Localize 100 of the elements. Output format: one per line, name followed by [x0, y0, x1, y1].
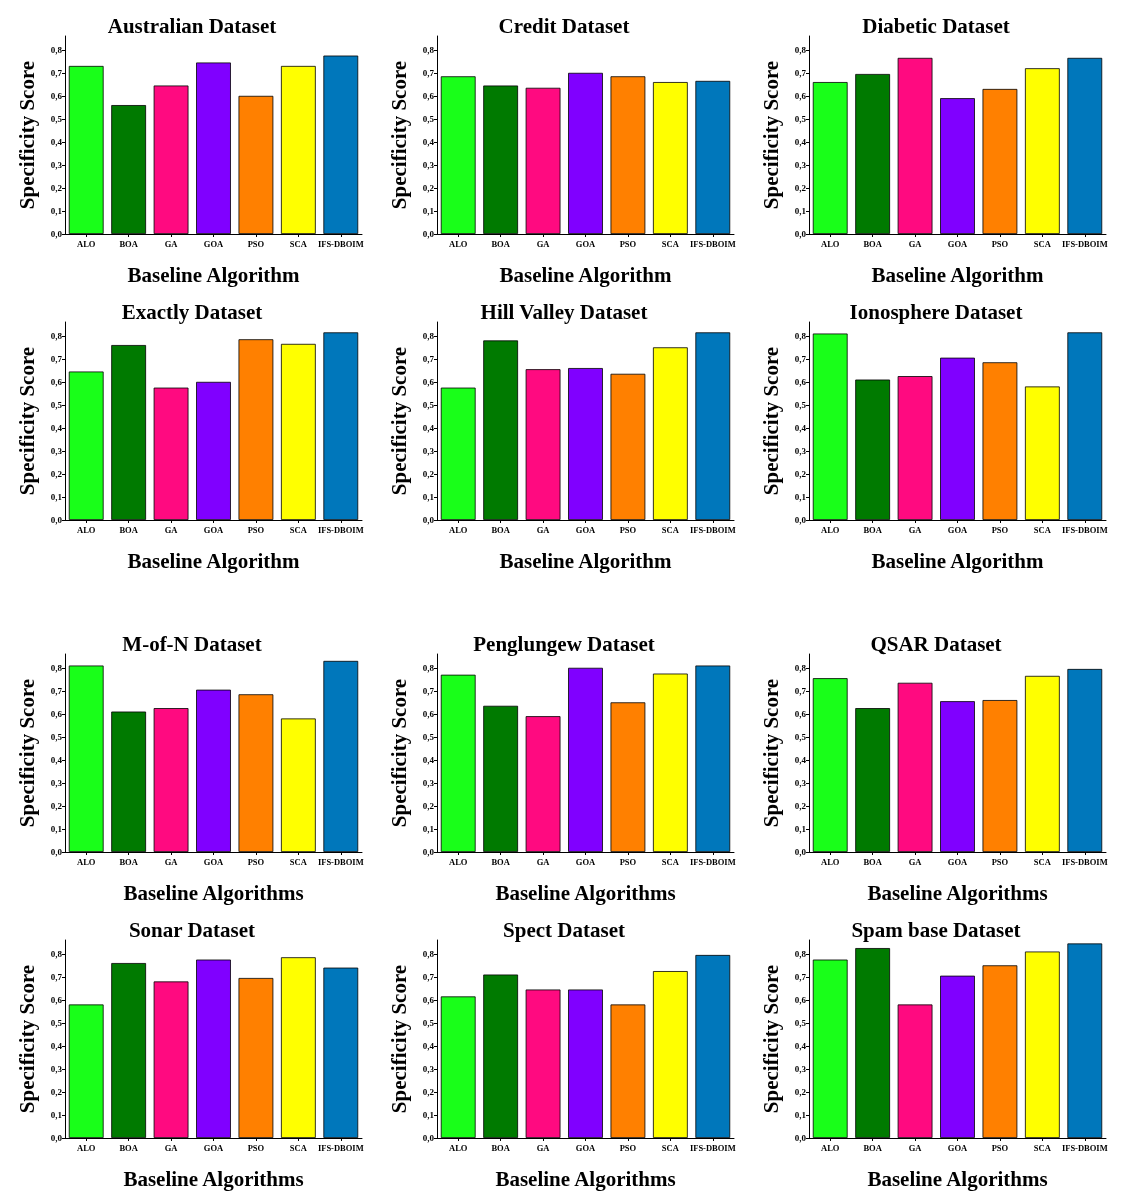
y-tick-label: 0,8: [794, 44, 807, 55]
y-tick-label: 0,5: [794, 1017, 807, 1028]
y-tick-label: 0,3: [422, 777, 435, 788]
y-tick-label: 0,7: [50, 971, 63, 982]
x-tick-label: GA: [908, 238, 923, 249]
x-tick-label: PSO: [619, 238, 637, 249]
y-tick-label: 0,6: [422, 90, 435, 101]
y-tick-label: 0,2: [422, 468, 435, 479]
y-tick-label: 0,5: [794, 731, 807, 742]
x-tick-label: GA: [536, 524, 551, 535]
y-tick-label: 0,2: [794, 1086, 807, 1097]
y-tick-label: 0,3: [794, 445, 807, 456]
y-tick-label: 0,5: [50, 113, 63, 124]
x-tick-label: PSO: [619, 1142, 637, 1153]
x-tick-label: GOA: [203, 856, 225, 867]
y-tick-label: 0,4: [422, 136, 435, 147]
y-tick-label: 0,7: [794, 67, 807, 78]
y-axis-title: Specificity Score: [14, 964, 39, 1114]
y-tick-label: 0,0: [422, 229, 435, 239]
y-tick-label: 0,6: [50, 376, 63, 387]
x-tick-label: IFS-DBOIM: [317, 856, 364, 867]
y-tick-label: 0,4: [422, 754, 435, 765]
x-axis-title: Baseline Algorithms: [867, 880, 1048, 905]
x-tick-label: GA: [164, 524, 179, 535]
y-tick-label: 0,0: [794, 1133, 807, 1143]
y-tick-label: 0,5: [50, 1017, 63, 1028]
x-axis-title: Baseline Algorithms: [123, 1166, 304, 1191]
y-tick-label: 0,5: [794, 113, 807, 124]
y-tick-label: 0,3: [422, 445, 435, 456]
y-tick-label: 0,4: [794, 1040, 807, 1051]
y-tick-label: 0,1: [794, 491, 807, 502]
x-tick-label: BOA: [119, 524, 139, 535]
x-tick-label: PSO: [247, 856, 265, 867]
y-tick-label: 0,4: [50, 1040, 63, 1051]
x-tick-label: PSO: [991, 1142, 1009, 1153]
x-axis-title: Baseline Algorithm: [871, 262, 1045, 287]
y-tick-label: 0,6: [794, 376, 807, 387]
y-tick-label: 0,6: [422, 376, 435, 387]
x-tick-label: IFS-DBOIM: [689, 856, 736, 867]
y-tick-label: 0,0: [50, 515, 63, 525]
y-tick-label: 0,2: [794, 800, 807, 811]
y-tick-label: 0,6: [422, 708, 435, 719]
y-tick-label: 0,8: [50, 662, 63, 673]
y-tick-label: 0,3: [50, 445, 63, 456]
x-tick-label: ALO: [449, 524, 468, 535]
y-tick-label: 0,6: [794, 708, 807, 719]
x-tick-label: PSO: [991, 856, 1009, 867]
y-axis-title: Specificity Score: [758, 964, 783, 1114]
x-axis-title: Baseline Algorithms: [867, 1166, 1048, 1191]
y-tick-label: 0,8: [50, 948, 63, 959]
x-tick-label: PSO: [247, 524, 265, 535]
y-tick-label: 0,4: [50, 422, 63, 433]
x-axis-title: Baseline Algorithm: [499, 548, 673, 573]
y-tick-label: 0,2: [50, 800, 63, 811]
x-tick-label: SCA: [1033, 238, 1052, 249]
x-tick-label: GA: [536, 856, 551, 867]
y-tick-label: 0,0: [50, 229, 63, 239]
y-tick-label: 0,7: [50, 685, 63, 696]
y-tick-label: 0,6: [794, 90, 807, 101]
y-axis-title: Specificity Score: [386, 678, 411, 828]
x-tick-label: ALO: [77, 238, 96, 249]
x-tick-label: SCA: [289, 1142, 308, 1153]
x-tick-label: GA: [908, 524, 923, 535]
y-tick-label: 0,4: [794, 136, 807, 147]
x-tick-label: GOA: [575, 524, 597, 535]
chart-title: Australian Dataset: [107, 13, 277, 38]
y-tick-label: 0,6: [50, 994, 63, 1005]
x-tick-label: GA: [164, 856, 179, 867]
x-tick-label: BOA: [119, 238, 139, 249]
x-axis-title: Baseline Algorithm: [871, 548, 1045, 573]
y-tick-label: 0,1: [422, 1109, 435, 1120]
chart-title: Ionosphere Dataset: [849, 299, 1023, 324]
chart-title: QSAR Dataset: [870, 631, 1002, 656]
y-tick-label: 0,6: [50, 90, 63, 101]
y-tick-label: 0,7: [422, 971, 435, 982]
x-tick-label: GA: [164, 238, 179, 249]
y-axis-title: Specificity Score: [758, 346, 783, 496]
x-tick-label: BOA: [119, 856, 139, 867]
y-tick-label: 0,5: [794, 399, 807, 410]
x-tick-label: ALO: [77, 1142, 96, 1153]
y-tick-label: 0,3: [50, 159, 63, 170]
y-tick-label: 0,4: [422, 422, 435, 433]
y-axis-title: Specificity Score: [758, 678, 783, 828]
y-axis-title: Specificity Score: [386, 964, 411, 1114]
y-tick-label: 0,1: [50, 823, 63, 834]
x-tick-label: GOA: [947, 856, 969, 867]
y-axis-title: Specificity Score: [758, 60, 783, 210]
x-tick-label: BOA: [491, 1142, 511, 1153]
y-axis-title: Specificity Score: [386, 60, 411, 210]
y-tick-label: 0,0: [50, 847, 63, 857]
x-tick-label: SCA: [661, 238, 680, 249]
x-tick-label: GA: [908, 1142, 923, 1153]
x-tick-label: PSO: [991, 524, 1009, 535]
y-tick-label: 0,6: [50, 708, 63, 719]
y-tick-label: 0,7: [794, 971, 807, 982]
x-tick-label: ALO: [821, 238, 840, 249]
x-tick-label: ALO: [821, 524, 840, 535]
y-axis-title: Specificity Score: [14, 60, 39, 210]
y-tick-label: 0,3: [422, 1063, 435, 1074]
y-tick-label: 0,7: [50, 353, 63, 364]
